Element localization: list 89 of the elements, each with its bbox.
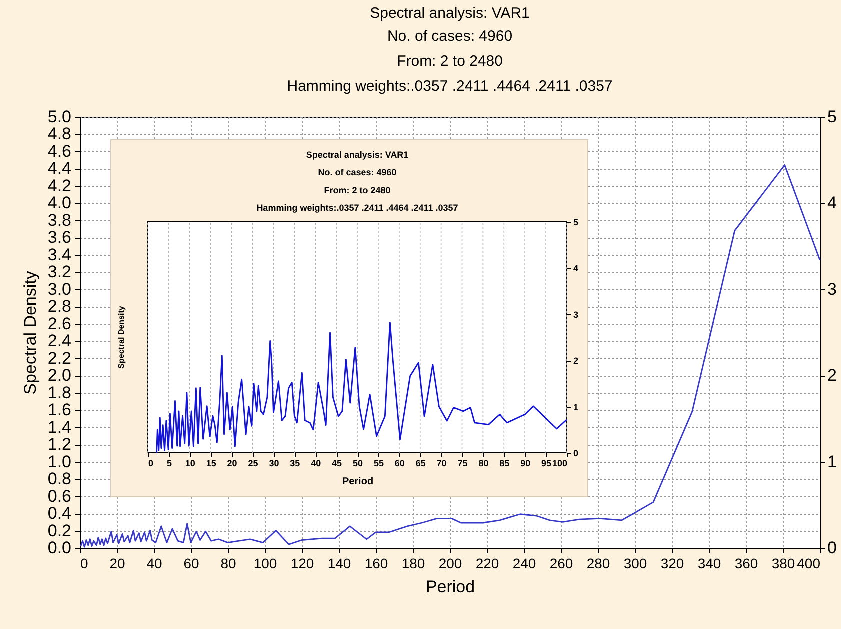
y-tick-label: 3.4 [48, 245, 72, 264]
y-tick-label: 1.6 [48, 400, 72, 420]
y-tick-label: 3.8 [48, 210, 72, 230]
x-tick-label: 50 [352, 458, 364, 468]
y-tick-label: 4 [574, 264, 579, 274]
y-tick-label: 4.2 [48, 176, 72, 196]
x-tick-label: 80 [220, 556, 236, 572]
x-tick-label: 80 [478, 458, 489, 468]
chart-subtitle: No. of cases: 4960 From: 2 to 2480 Hamming weights:.0357 .2411 .4464 .2411 .0357 [287, 28, 613, 95]
x-tick-label: 40 [146, 556, 162, 572]
x-tick-label: 120 [290, 556, 314, 572]
x-tick-label: 100 [254, 556, 278, 572]
x-axis-title: Period [342, 476, 374, 488]
y-tick-label: 0.6 [48, 486, 72, 506]
x-tick-label: 220 [476, 556, 500, 572]
y2-tick-label: 5 [828, 108, 837, 126]
y-tick-label: 2.0 [48, 366, 72, 386]
chart-title: Spectral analysis: VAR1 [370, 5, 530, 22]
y-tick-label: 3.2 [48, 262, 72, 282]
y-tick-label: 2 [574, 356, 579, 366]
y-tick-label: 2.8 [48, 297, 72, 316]
x-tick-label: 100 [552, 458, 568, 468]
y-axis-title: Spectral Density [117, 306, 126, 369]
y-tick-label: 1 [574, 402, 579, 412]
chart-subtitle: No. of cases: 4960 From: 2 to 2480 Hamming weights:.0357 .2411 .4464 .2411 .0357 [256, 168, 458, 214]
x-tick-label: 140 [328, 556, 352, 572]
x-tick-label: 70 [436, 458, 447, 468]
x-tick-label: 45 [332, 458, 342, 468]
x-tick-label: 280 [586, 556, 610, 572]
y2-tick-label: 4 [828, 194, 837, 213]
x-tick-label: 40 [311, 458, 322, 468]
y-tick-label: 0.2 [48, 521, 72, 540]
y-axis-title: Spectral Density [20, 270, 40, 395]
y2-tick-label: 0 [828, 538, 837, 558]
y-tick-label: 3.6 [48, 228, 72, 248]
y-tick-label: 2.6 [48, 314, 72, 334]
x-tick-label: 15 [206, 458, 216, 468]
y-tick-label: 2.4 [48, 332, 72, 351]
x-axis-title: Period [426, 578, 476, 596]
x-tick-label: 30 [269, 458, 280, 468]
x-tick-label: 10 [185, 458, 196, 468]
y-tick-label: 3.0 [48, 280, 72, 299]
y-tick-label: 0.8 [48, 470, 72, 489]
x-tick-label: 320 [660, 556, 684, 572]
chart-title: Spectral analysis: VAR1 [306, 150, 409, 160]
x-tick-label: 240 [512, 556, 536, 572]
x-tick-label: 75 [458, 458, 468, 468]
x-tick-label: 60 [184, 556, 200, 572]
y-tick-label: 3 [574, 310, 579, 320]
y-tick-label: 1.8 [48, 383, 72, 402]
x-tick-label: 65 [416, 458, 426, 468]
x-tick-label: 35 [290, 458, 300, 468]
x-tick-label: 400 [797, 556, 821, 572]
x-tick-label: 25 [248, 458, 258, 468]
y2-tick-label: 2 [828, 366, 837, 386]
y-tick-label: 5 [574, 218, 579, 228]
y-tick-label: 1.2 [48, 435, 72, 454]
x-tick-label: 55 [374, 458, 384, 468]
y-tick-label: 4.4 [48, 159, 72, 178]
y-tick-label: 2.2 [48, 348, 72, 368]
line-series [156, 322, 568, 454]
y-tick-label: 0 [574, 448, 579, 458]
x-tick-label: 90 [520, 458, 531, 468]
x-tick-label: 20 [110, 556, 126, 572]
x-tick-label: 20 [227, 458, 238, 468]
x-tick-label: 5 [166, 458, 172, 468]
x-tick-label: 0 [148, 458, 154, 468]
x-tick-label: 160 [364, 556, 388, 572]
x-tick-label: 260 [550, 556, 574, 572]
x-tick-label: 300 [624, 556, 648, 572]
y-tick-label: 4.6 [48, 142, 72, 161]
x-tick-label: 95 [542, 458, 552, 468]
x-tick-label: 380 [772, 556, 796, 572]
y-tick-label: 1.4 [48, 418, 72, 437]
y-tick-label: 4.0 [48, 194, 72, 213]
x-tick-label: 60 [394, 458, 405, 468]
x-tick-label: 0 [80, 556, 88, 572]
x-tick-label: 85 [500, 458, 510, 468]
x-tick-label: 180 [402, 556, 426, 572]
y-tick-label: 0.4 [48, 504, 72, 524]
x-tick-label: 360 [734, 556, 758, 572]
y-tick-label: 5.0 [48, 108, 72, 126]
y-tick-label: 0.0 [48, 538, 72, 558]
y2-tick-label: 3 [828, 280, 837, 299]
y2-tick-label: 1 [828, 452, 837, 472]
y-tick-label: 1.0 [48, 452, 72, 472]
x-tick-label: 340 [698, 556, 722, 572]
y-tick-label: 4.8 [48, 124, 72, 144]
x-tick-label: 200 [438, 556, 462, 572]
